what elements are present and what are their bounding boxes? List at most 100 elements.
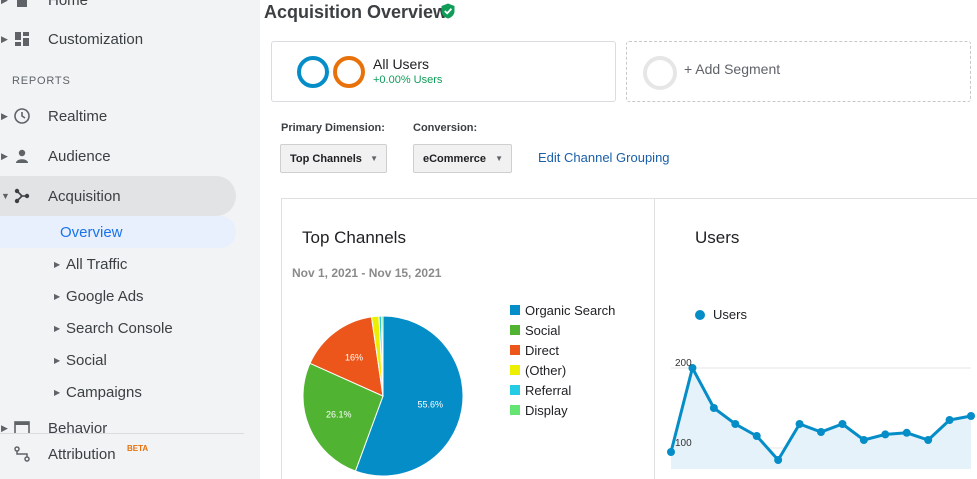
sidebar-item-attribution[interactable]: Attribution BETA bbox=[0, 434, 236, 474]
beta-badge: BETA bbox=[127, 444, 149, 453]
expand-caret-icon: ▶ bbox=[1, 33, 8, 44]
sidebar-item-label: Behavior bbox=[48, 419, 108, 437]
clock-icon bbox=[13, 107, 31, 125]
sidebar-item-label: Attribution bbox=[48, 445, 116, 463]
legend-item[interactable]: Referral bbox=[510, 382, 571, 398]
users-data-point[interactable] bbox=[709, 404, 718, 412]
main-content: Acquisition Overview All Users +0.00% Us… bbox=[260, 0, 977, 479]
sidebar-item-audience[interactable]: ▶ Audience bbox=[0, 136, 236, 176]
legend-swatch-icon bbox=[510, 325, 520, 335]
segment-circle-icon bbox=[297, 56, 329, 88]
users-data-point[interactable] bbox=[817, 428, 825, 436]
person-icon bbox=[13, 147, 31, 165]
sidebar-item-home[interactable]: ▶ Home bbox=[0, 0, 236, 20]
legend-swatch-icon bbox=[510, 345, 520, 355]
expand-caret-icon: ▶ bbox=[54, 355, 61, 365]
sidebar-divider bbox=[0, 433, 244, 434]
pie-slice-organic-search[interactable] bbox=[354, 315, 464, 477]
legend-item[interactable]: Social bbox=[510, 322, 560, 338]
sidebar-subitem-label: Search Console bbox=[66, 319, 173, 337]
users-data-point[interactable] bbox=[838, 420, 847, 428]
legend-label: Referral bbox=[525, 382, 572, 398]
legend-label: Direct bbox=[525, 342, 559, 358]
expand-caret-icon: ▶ bbox=[54, 387, 61, 397]
edit-channel-grouping-link[interactable]: Edit Channel Grouping bbox=[538, 150, 670, 165]
legend-swatch-icon bbox=[510, 405, 520, 415]
reports-heading: REPORTS bbox=[12, 75, 71, 87]
empty-segment-circle-icon bbox=[643, 56, 677, 90]
legend-swatch-icon bbox=[510, 305, 520, 315]
primary-dimension-dropdown[interactable]: Top Channels ▼ bbox=[280, 144, 387, 173]
users-legend: Users bbox=[695, 307, 747, 322]
y-tick-label: 200 bbox=[675, 358, 692, 369]
sidebar-subitem-search-console[interactable]: ▶ Search Console bbox=[0, 312, 236, 344]
sidebar-item-label: Home bbox=[48, 0, 89, 9]
sidebar-subitem-campaigns[interactable]: ▶ Campaigns bbox=[0, 376, 236, 408]
users-data-point[interactable] bbox=[967, 412, 975, 420]
legend-label: Organic Search bbox=[525, 302, 616, 318]
conversion-label: Conversion: bbox=[413, 122, 478, 134]
sidebar-subitem-overview[interactable]: Overview bbox=[0, 216, 236, 248]
legend-dot-icon bbox=[695, 309, 705, 320]
legend-label: Social bbox=[525, 322, 561, 338]
legend-item[interactable]: (Other) bbox=[510, 362, 566, 378]
charts-panel bbox=[281, 198, 977, 479]
users-data-point[interactable] bbox=[752, 432, 761, 440]
sidebar-subitem-google-ads[interactable]: ▶ Google Ads bbox=[0, 280, 236, 312]
users-legend-label: Users bbox=[713, 307, 747, 322]
sidebar-subitem-label: Social bbox=[66, 351, 107, 369]
expand-caret-icon: ▶ bbox=[54, 259, 61, 269]
sidebar-item-label: Audience bbox=[48, 147, 111, 165]
users-data-point[interactable] bbox=[859, 436, 868, 444]
users-chart-title: Users bbox=[695, 228, 740, 247]
sidebar-item-realtime[interactable]: ▶ Realtime bbox=[0, 96, 236, 136]
legend-item[interactable]: Display bbox=[510, 402, 568, 418]
page-title: Acquisition Overview bbox=[264, 2, 448, 22]
sidebar-item-acquisition[interactable]: ▼ Acquisition bbox=[0, 176, 236, 216]
pie-slice-label: 26.1% bbox=[326, 410, 352, 420]
sidebar-item-label: Customization bbox=[48, 30, 144, 48]
users-data-point[interactable] bbox=[881, 430, 890, 439]
users-data-point[interactable] bbox=[667, 448, 675, 456]
legend-swatch-icon bbox=[510, 385, 520, 395]
users-data-point[interactable] bbox=[902, 428, 911, 437]
sidebar-subitem-label: Campaigns bbox=[66, 383, 142, 401]
sidebar-subitem-social[interactable]: ▶ Social bbox=[0, 344, 236, 376]
users-data-point[interactable] bbox=[795, 420, 804, 428]
collapse-caret-icon: ▼ bbox=[1, 191, 10, 201]
dropdown-value: Top Channels bbox=[290, 152, 362, 165]
legend-item[interactable]: Direct bbox=[510, 342, 559, 358]
users-data-point[interactable] bbox=[688, 364, 697, 372]
users-data-point[interactable] bbox=[924, 436, 933, 444]
users-data-point[interactable] bbox=[945, 416, 954, 424]
sidebar-subitem-all-traffic[interactable]: ▶ All Traffic bbox=[0, 248, 236, 280]
pie-slice-display[interactable] bbox=[380, 315, 384, 397]
users-data-point[interactable] bbox=[731, 420, 740, 428]
legend-label: (Other) bbox=[525, 362, 567, 378]
panel-divider bbox=[654, 198, 655, 479]
verified-shield-icon bbox=[440, 3, 456, 19]
dashboard-icon bbox=[13, 30, 31, 48]
sidebar-item-label: Acquisition bbox=[48, 187, 121, 205]
acquisition-icon bbox=[13, 187, 31, 205]
pie-slice-label: 55.6% bbox=[417, 399, 443, 409]
legend-swatch-icon bbox=[510, 365, 520, 375]
segment-all-users[interactable]: All Users +0.00% Users bbox=[271, 41, 616, 102]
users-area bbox=[671, 368, 971, 469]
home-icon bbox=[13, 0, 31, 9]
expand-caret-icon: ▶ bbox=[54, 323, 61, 333]
sidebar-subitem-label: Google Ads bbox=[66, 287, 144, 305]
users-data-point[interactable] bbox=[774, 456, 783, 464]
segment-circle-icon bbox=[333, 56, 365, 88]
pie-slice-direct[interactable] bbox=[309, 316, 384, 397]
add-segment-button[interactable]: + Add Segment bbox=[626, 41, 971, 102]
dropdown-arrow-icon: ▼ bbox=[495, 154, 503, 163]
conversion-dropdown[interactable]: eCommerce ▼ bbox=[413, 144, 512, 173]
legend-item[interactable]: Organic Search bbox=[510, 302, 615, 318]
expand-caret-icon: ▶ bbox=[1, 0, 8, 6]
sidebar: ▶ Home ▶ Customization REPORTS ▶ Realtim… bbox=[0, 0, 244, 479]
sidebar-item-customization[interactable]: ▶ Customization bbox=[0, 19, 236, 59]
expand-caret-icon: ▶ bbox=[1, 150, 8, 161]
pie-slice-social[interactable] bbox=[302, 362, 384, 472]
segment-change: +0.00% Users bbox=[373, 74, 443, 86]
